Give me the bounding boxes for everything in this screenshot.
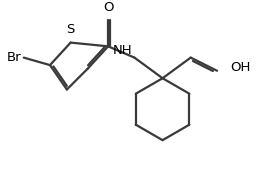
Text: NH: NH	[113, 44, 132, 57]
Text: OH: OH	[230, 61, 251, 74]
Text: Br: Br	[7, 51, 22, 64]
Text: O: O	[103, 1, 113, 13]
Text: S: S	[66, 23, 75, 36]
